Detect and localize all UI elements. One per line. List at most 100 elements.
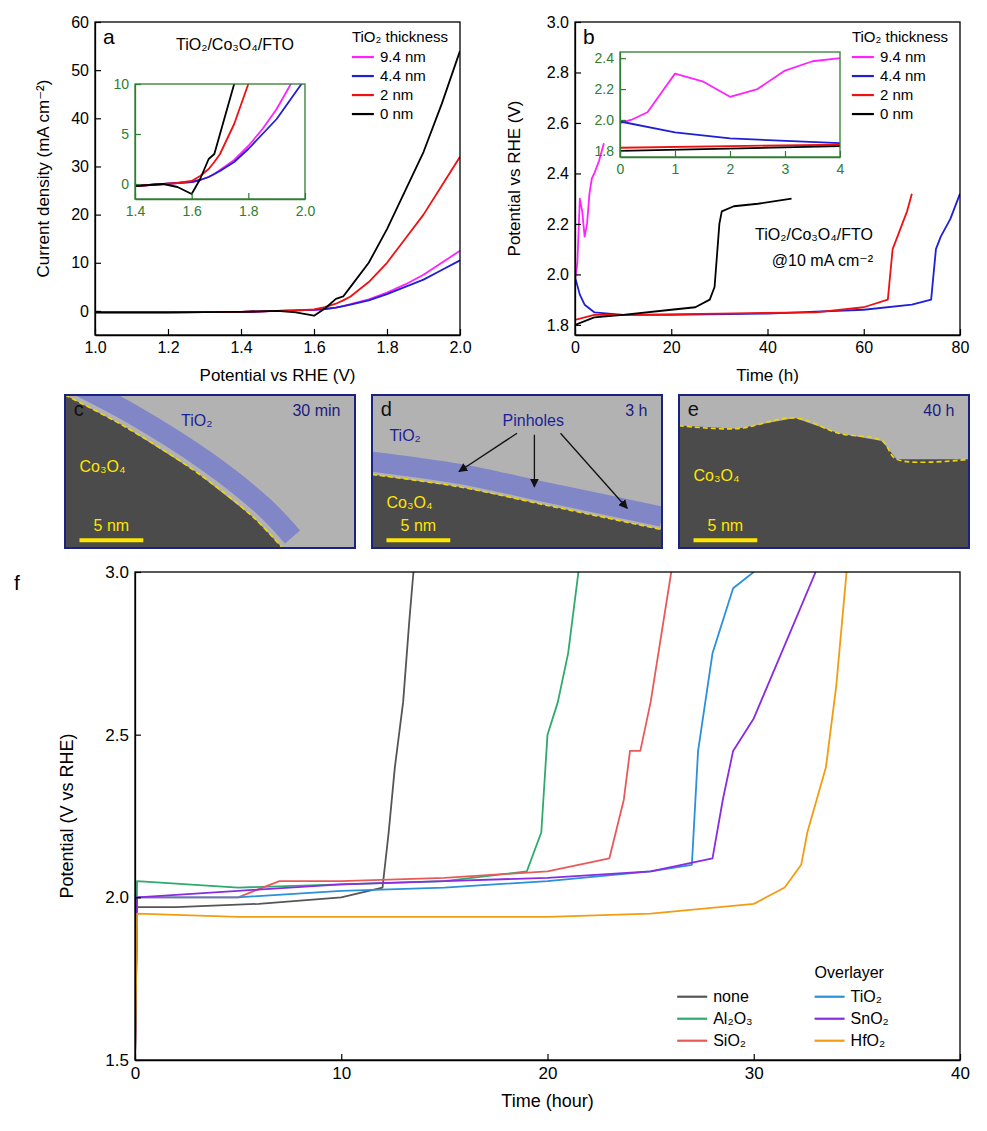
legend-label: HfO₂ bbox=[851, 1032, 886, 1049]
legend-swatch bbox=[352, 94, 374, 96]
y-tick-mark bbox=[575, 72, 581, 73]
y-tick-label: 2.0 bbox=[547, 266, 569, 283]
y-tick-mark bbox=[575, 22, 581, 23]
pointer-arrow bbox=[459, 433, 517, 471]
x-tick-label: 1.8 bbox=[376, 339, 398, 356]
y-tick-mark bbox=[95, 166, 101, 167]
legend: TiO₂ thickness9.4 nm4.4 nm2 nm0 nm bbox=[352, 28, 448, 122]
inset-y-tick-label: 2.2 bbox=[595, 81, 615, 97]
micrograph: cTiO₂Co₃O₄30 min5 nm bbox=[65, 384, 355, 548]
inset-y-tick-label: 0 bbox=[121, 176, 129, 192]
legend-label: Al₂O₃ bbox=[713, 1010, 752, 1027]
series-line bbox=[135, 572, 578, 1060]
y-axis-line bbox=[575, 23, 576, 336]
core-label: Co₃O₄ bbox=[387, 494, 433, 511]
plot-frame bbox=[95, 22, 460, 335]
y-tick-mark bbox=[135, 897, 141, 898]
inset-x-tick-label: 1.8 bbox=[239, 203, 259, 219]
panel-letter: c bbox=[74, 398, 84, 420]
inset-frame bbox=[620, 52, 840, 157]
y-axis: 1.82.02.22.42.62.83.0 bbox=[547, 14, 581, 336]
y-tick-label: 2.8 bbox=[547, 64, 569, 81]
legend-swatch bbox=[352, 56, 374, 58]
series-group bbox=[135, 572, 847, 1060]
series-line bbox=[135, 572, 671, 1060]
inset-y-tick: 1.8 bbox=[595, 143, 626, 159]
y-tick: 2.0 bbox=[105, 888, 141, 907]
x-tick-mark bbox=[387, 329, 388, 335]
inset-x-tick-label: 1.4 bbox=[126, 203, 146, 219]
y-tick-mark bbox=[95, 118, 101, 119]
inset-background bbox=[135, 84, 305, 199]
legend-swatch bbox=[852, 113, 874, 115]
y-tick-label: 10 bbox=[71, 254, 89, 271]
inset-y-tick-mark bbox=[620, 120, 626, 121]
x-tick: 10 bbox=[332, 1054, 351, 1083]
legend-title: Overlayer bbox=[815, 964, 885, 981]
x-tick: 60 bbox=[855, 329, 873, 356]
x-tick-mark bbox=[241, 329, 242, 335]
y-tick: 60 bbox=[71, 14, 101, 31]
scale-bar bbox=[80, 538, 144, 542]
y-tick: 2.5 bbox=[105, 726, 141, 745]
y-tick: 1.8 bbox=[547, 317, 581, 334]
y-tick-label: 0 bbox=[80, 303, 89, 320]
y-tick-mark bbox=[95, 215, 101, 216]
y-tick: 2.0 bbox=[547, 266, 581, 283]
x-axis: 020406080 bbox=[571, 329, 969, 356]
micrograph: eCo₃O₄40 h5 nm bbox=[679, 395, 969, 548]
y-tick-label: 50 bbox=[71, 62, 89, 79]
x-tick-label: 0 bbox=[131, 1064, 140, 1083]
inset-y-tick-label: 10 bbox=[113, 76, 129, 92]
x-tick-mark bbox=[460, 329, 461, 335]
legend-swatch bbox=[852, 94, 874, 96]
x-tick-mark bbox=[671, 329, 672, 335]
x-tick: 30 bbox=[745, 1054, 764, 1083]
x-tick: 40 bbox=[951, 1054, 970, 1083]
series-line bbox=[135, 572, 847, 1060]
legend-label: 4.4 nm bbox=[880, 67, 926, 84]
plot-frame bbox=[135, 572, 960, 1060]
y-tick: 30 bbox=[71, 158, 101, 175]
inset-x-tick-mark bbox=[248, 193, 249, 199]
x-axis: 010203040 bbox=[131, 1054, 970, 1083]
legend-label: 4.4 nm bbox=[380, 67, 426, 84]
y-axis: 1.52.02.53.0 bbox=[105, 563, 141, 1070]
x-tick-label: 60 bbox=[855, 339, 873, 356]
y-tick: 3.0 bbox=[547, 14, 581, 31]
legend-swatch bbox=[352, 75, 374, 77]
inset-x-tick-label: 2 bbox=[727, 161, 735, 177]
series-group bbox=[95, 51, 460, 316]
legend-label: SnO₂ bbox=[851, 1010, 889, 1027]
series-line bbox=[575, 199, 792, 325]
scale-bar bbox=[694, 538, 758, 542]
inset-y-axis-line bbox=[620, 53, 621, 158]
inset-x-tick-label: 0 bbox=[617, 161, 625, 177]
crystal-region bbox=[65, 395, 283, 548]
series-line bbox=[620, 52, 840, 123]
crystal-region bbox=[679, 418, 969, 548]
inset-y-tick-mark bbox=[620, 89, 626, 90]
x-tick-label: 40 bbox=[951, 1064, 970, 1083]
legend-label: TiO₂ bbox=[851, 988, 882, 1005]
x-axis-line bbox=[136, 1060, 961, 1061]
inset-x-tick: 2.0 bbox=[296, 193, 316, 219]
time: 30 min bbox=[292, 402, 340, 419]
annotation: TiO₂/Co₃O₄/FTO bbox=[755, 226, 873, 243]
x-tick-mark bbox=[547, 1054, 548, 1060]
x-tick: 40 bbox=[759, 329, 777, 356]
y-tick-label: 3.0 bbox=[105, 563, 129, 582]
annotation: TiO₂/Co₃O₄/FTO bbox=[176, 36, 294, 53]
x-tick-label: 1.6 bbox=[303, 339, 325, 356]
panel-letter: e bbox=[688, 398, 699, 420]
y-axis-line bbox=[135, 573, 136, 1061]
legend: OverlayernoneAl₂O₃SiO₂TiO₂SnO₂HfO₂ bbox=[677, 964, 889, 1049]
interface-line bbox=[65, 395, 283, 548]
y-tick-label: 2.2 bbox=[547, 216, 569, 233]
inset-x-axis-line bbox=[621, 157, 841, 158]
inset-x-tick-label: 1.6 bbox=[182, 203, 202, 219]
legend-label: 2 nm bbox=[380, 86, 413, 103]
panel-letter: b bbox=[583, 25, 595, 48]
x-tick-label: 2.0 bbox=[449, 339, 471, 356]
legend-swatch bbox=[815, 1018, 845, 1020]
